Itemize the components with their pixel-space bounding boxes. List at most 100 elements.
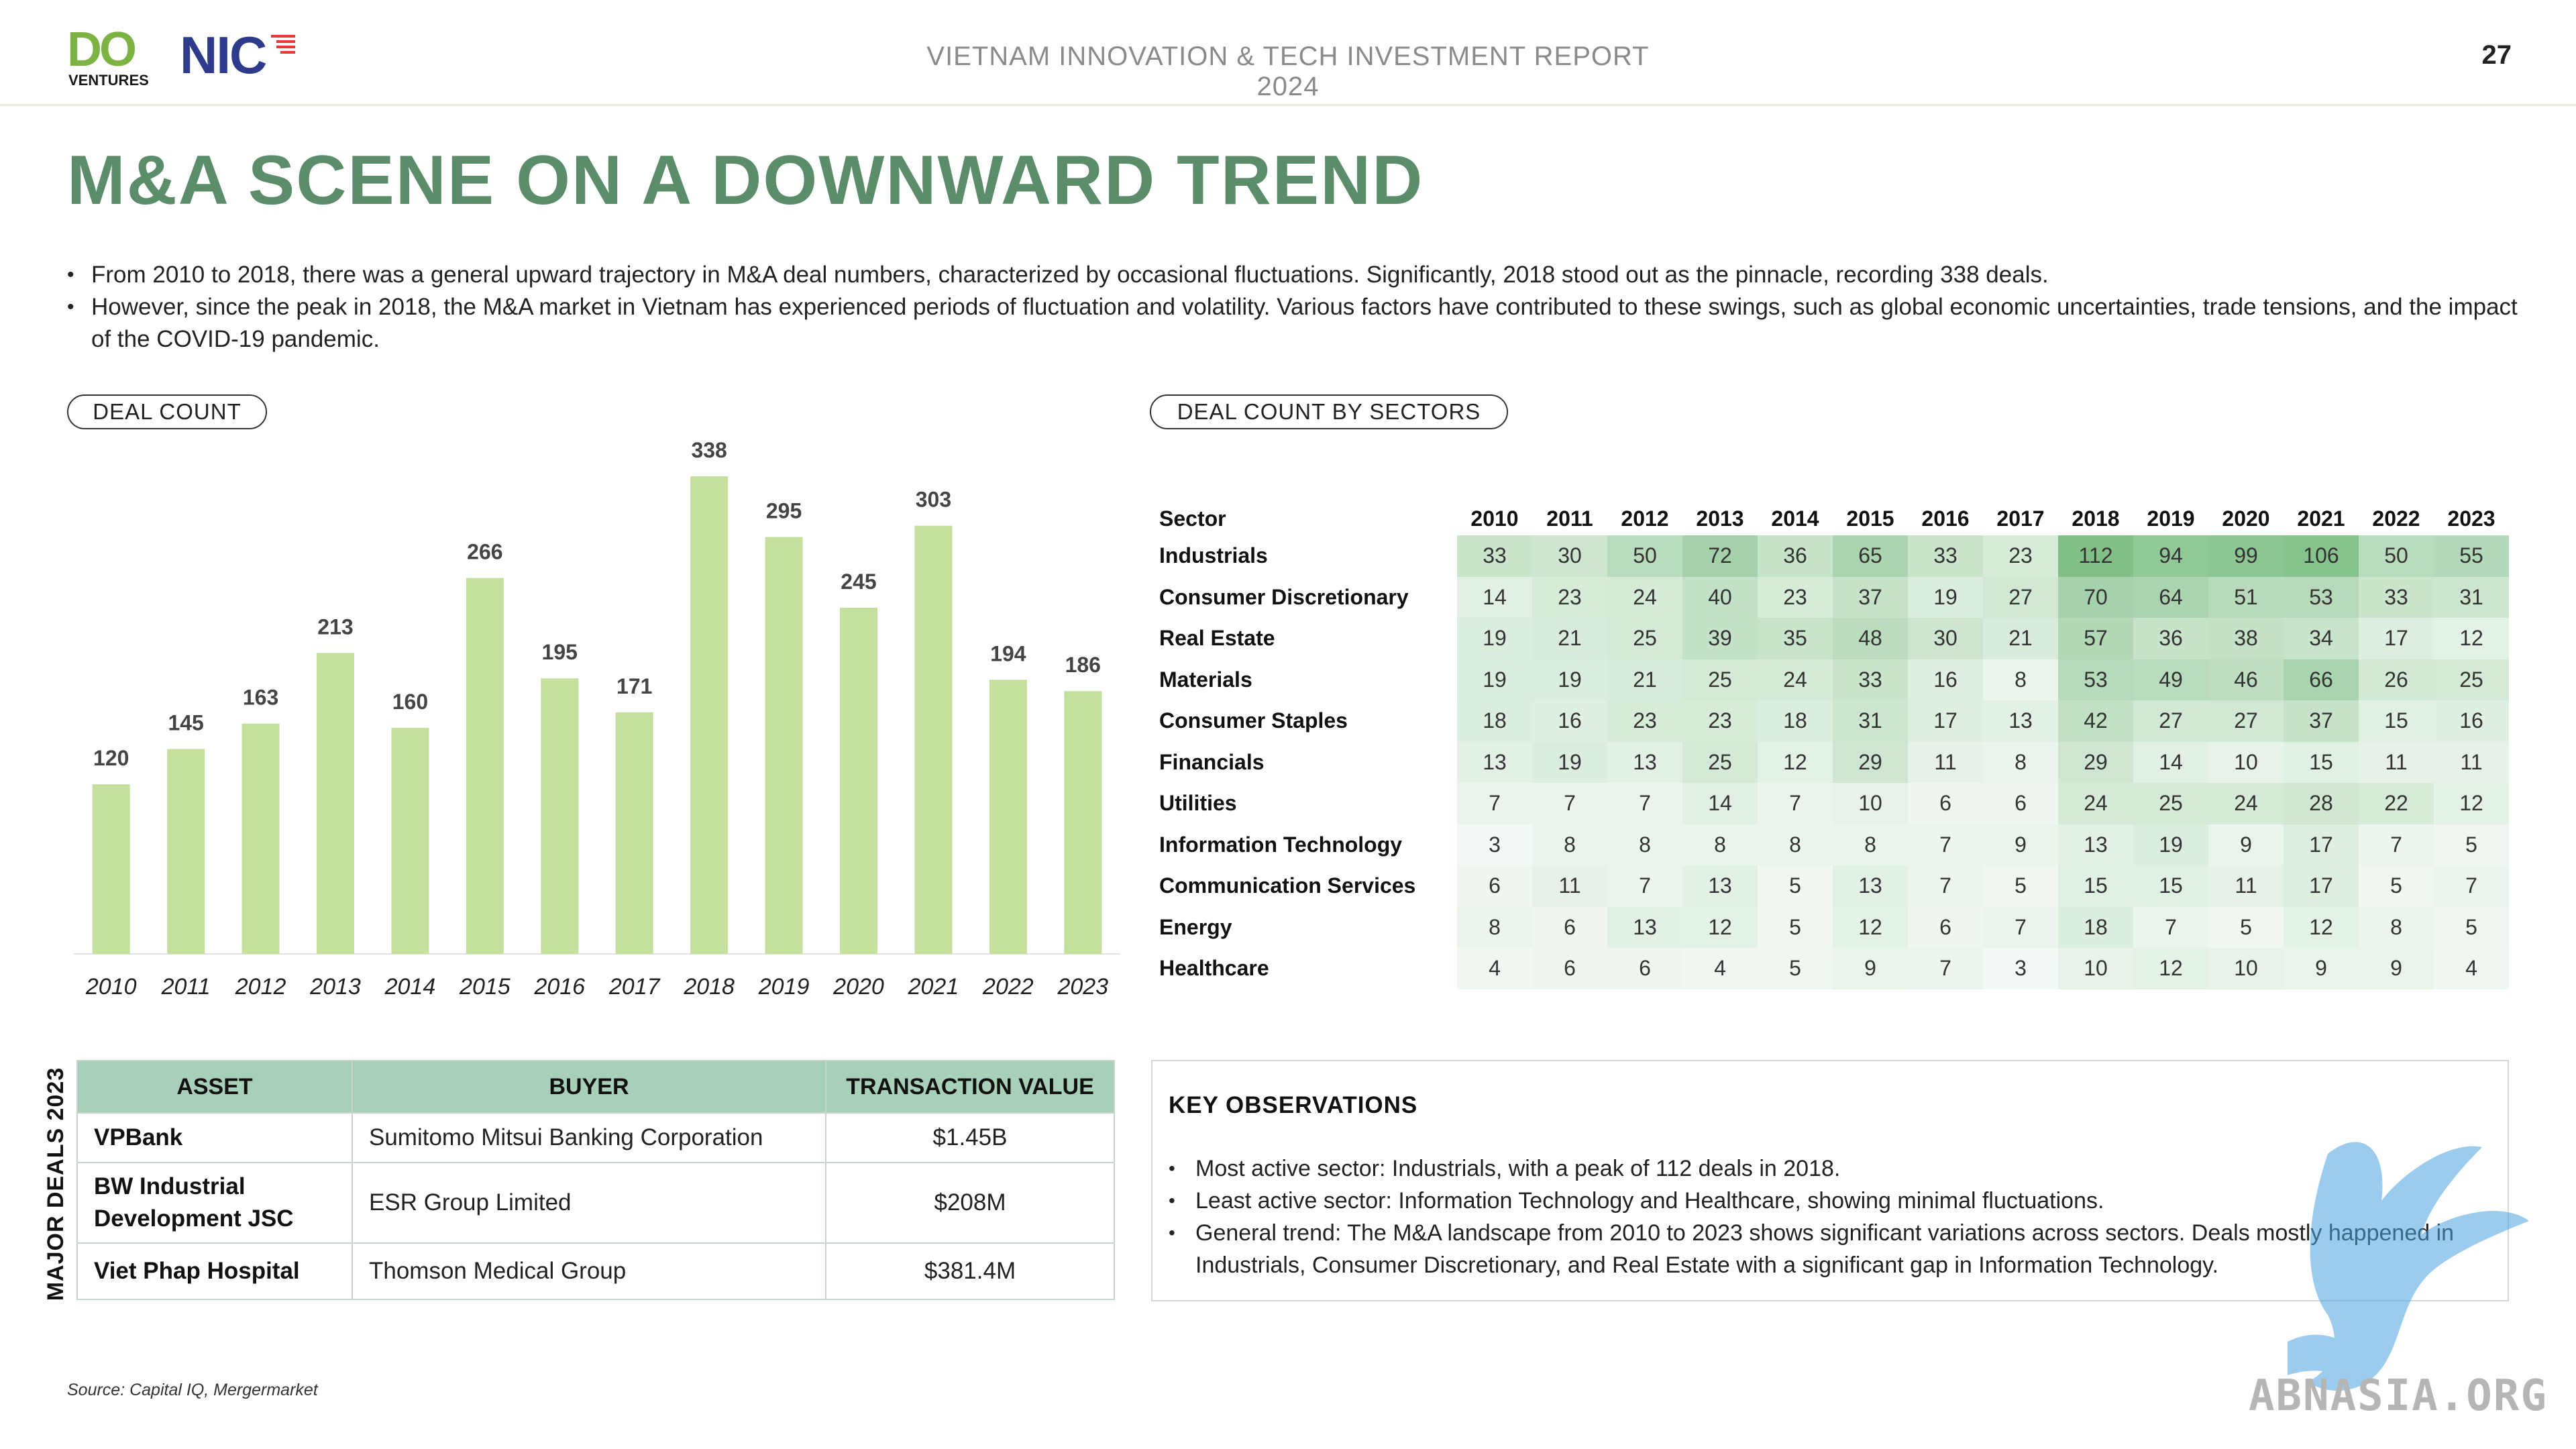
bar-2011 [167, 749, 205, 954]
heatmap-cell: 15 [2284, 741, 2359, 783]
nic-flag-icon [271, 35, 295, 54]
deal-count-by-sectors-pill: DEAL COUNT BY SECTORS [1150, 394, 1508, 429]
heatmap-cell: 15 [2058, 865, 2133, 907]
heatmap-cell: 3 [1983, 948, 2058, 989]
heatmap-cell: 21 [1607, 659, 1682, 700]
heatmap-cell: 30 [1532, 535, 1607, 577]
heatmap-row: Communication Services 6 11 7 13 5 13 7 5 15 15 11 1… [1150, 865, 2509, 907]
heatmap-row: Industrials 33 30 50 72 36 65 33 23 112 94 99 106 50 5… [1150, 535, 2509, 577]
bar-value-label: 295 [766, 499, 802, 523]
heatmap-cell: 13 [2058, 824, 2133, 865]
heatmap-cell: 65 [1833, 535, 1908, 577]
heatmap-cell: 8 [2359, 906, 2434, 948]
heatmap-cell: 9 [2284, 948, 2359, 989]
heatmap-year-header: 2021 [2297, 506, 2345, 531]
heatmap-sector-label: Consumer Discretionary [1159, 584, 1409, 609]
heatmap-row: Real Estate 19 21 25 39 35 48 30 21 57 36 38 34 17 12 [1150, 618, 2509, 659]
major-deals-label: MAJOR DEALS 2023 [43, 1067, 68, 1301]
heatmap-cell: 38 [2208, 618, 2284, 659]
logo-nic-text: NIC [180, 25, 267, 85]
heatmap-cell: 9 [1983, 824, 2058, 865]
heatmap-cell: 19 [1457, 659, 1532, 700]
logo-do-text: DO [67, 23, 137, 76]
bar-2023 [1064, 691, 1102, 954]
heatmap-year-header: 2016 [1921, 506, 1970, 531]
heatmap-cell: 4 [2434, 948, 2509, 989]
heatmap-cell: 7 [1908, 824, 1983, 865]
deals-column-header: BUYER [352, 1060, 826, 1114]
heatmap-year-header: 2019 [2147, 506, 2195, 531]
heatmap-cell: 24 [1758, 659, 1833, 700]
deal-buyer: Thomson Medical Group [352, 1242, 826, 1300]
heatmap-year-header: 2010 [1470, 506, 1519, 531]
heatmap-cell: 51 [2208, 576, 2284, 618]
heatmap-cell: 6 [1607, 948, 1682, 989]
bar-value-label: 303 [916, 488, 951, 512]
bar-value-label: 160 [392, 690, 428, 714]
heatmap-cell: 12 [2133, 948, 2208, 989]
deals-column-header: ASSET [76, 1060, 353, 1114]
heatmap-cell: 8 [1758, 824, 1833, 865]
deals-header-row: ASSET BUYER TRANSACTION VALUE [76, 1060, 1115, 1114]
heatmap-cell: 8 [1983, 659, 2058, 700]
heatmap-header-row: Sector 2010 2011 2012 2013 2014 2015 2016 2017 20… [1150, 483, 2509, 535]
heatmap-cell: 6 [1532, 906, 1607, 948]
nic-logo: NIC [180, 25, 295, 85]
bar-2019 [765, 537, 803, 954]
heatmap-cell: 5 [1758, 948, 1833, 989]
heatmap-cell: 17 [2284, 824, 2359, 865]
heatmap-cell: 24 [2208, 783, 2284, 824]
heatmap-cell: 5 [1983, 865, 2058, 907]
heatmap-cell: 6 [1457, 865, 1532, 907]
heatmap-cell: 5 [1758, 906, 1833, 948]
heatmap-cell: 33 [1908, 535, 1983, 577]
heatmap-cell: 72 [1682, 535, 1758, 577]
x-tick-label: 2013 [309, 974, 361, 1000]
heatmap-sector-label: Energy [1159, 914, 1232, 939]
heatmap-cell: 42 [2058, 700, 2133, 742]
heatmap-cell: 15 [2133, 865, 2208, 907]
heatmap-cell: 7 [1908, 865, 1983, 907]
heatmap-cell: 13 [1607, 741, 1682, 783]
heatmap-cell: 25 [2133, 783, 2208, 824]
heatmap-cell: 50 [1607, 535, 1682, 577]
heatmap-cell: 11 [1908, 741, 1983, 783]
page-header: DO VENTURES NIC VIETNAM INNOVATION & TEC… [0, 0, 2576, 106]
bar-2017 [615, 712, 653, 954]
deal-value: $1.45B [825, 1112, 1115, 1163]
heatmap-cell: 39 [1682, 618, 1758, 659]
heatmap-cell: 7 [1532, 783, 1607, 824]
heatmap-cell: 12 [1758, 741, 1833, 783]
heatmap-cell: 25 [1607, 618, 1682, 659]
heatmap-year-header: 2011 [1546, 506, 1593, 531]
heatmap-cell: 16 [1532, 700, 1607, 742]
heatmap-cell: 4 [1682, 948, 1758, 989]
heatmap-cell: 34 [2284, 618, 2359, 659]
observation-item: Most active sector: Industrials, with a … [1169, 1152, 2497, 1185]
bar-value-label: 171 [616, 674, 652, 698]
heatmap-cell: 66 [2284, 659, 2359, 700]
heatmap-cell: 19 [1532, 741, 1607, 783]
heatmap-year-header: 2018 [2072, 506, 2120, 531]
heatmap-cell: 11 [2208, 865, 2284, 907]
heatmap-cell: 18 [1457, 700, 1532, 742]
heatmap-year-header: 2012 [1621, 506, 1669, 531]
page-number: 27 [2481, 40, 2512, 70]
heatmap-cell: 6 [1908, 783, 1983, 824]
deal-row: VPBank Sumitomo Mitsui Banking Corporatio… [76, 1112, 1115, 1163]
heatmap-cell: 5 [2208, 906, 2284, 948]
heatmap-row: Information Technology 3 8 8 8 8 8 7 9 13 19 9 17 7 5 [1150, 824, 2509, 865]
heatmap-cell: 57 [2058, 618, 2133, 659]
heatmap-cell: 37 [1833, 576, 1908, 618]
bar-value-label: 186 [1065, 653, 1101, 677]
heatmap-cell: 99 [2208, 535, 2284, 577]
bar-value-label: 245 [841, 570, 876, 594]
heatmap-cell: 10 [2058, 948, 2133, 989]
bar-2012 [241, 723, 280, 954]
x-tick-label: 2017 [608, 974, 661, 1000]
heatmap-cell: 10 [2208, 948, 2284, 989]
heatmap-row: Materials 19 19 21 25 24 33 16 8 53 49 46 66 26 25 [1150, 659, 2509, 700]
heatmap-cell: 6 [1908, 906, 1983, 948]
heatmap-sector-label: Financials [1159, 749, 1265, 774]
deal-count-bar-chart: 120 2010 145 2011 163 2012 213 2013 160 2014 266 20… [74, 438, 1120, 1000]
